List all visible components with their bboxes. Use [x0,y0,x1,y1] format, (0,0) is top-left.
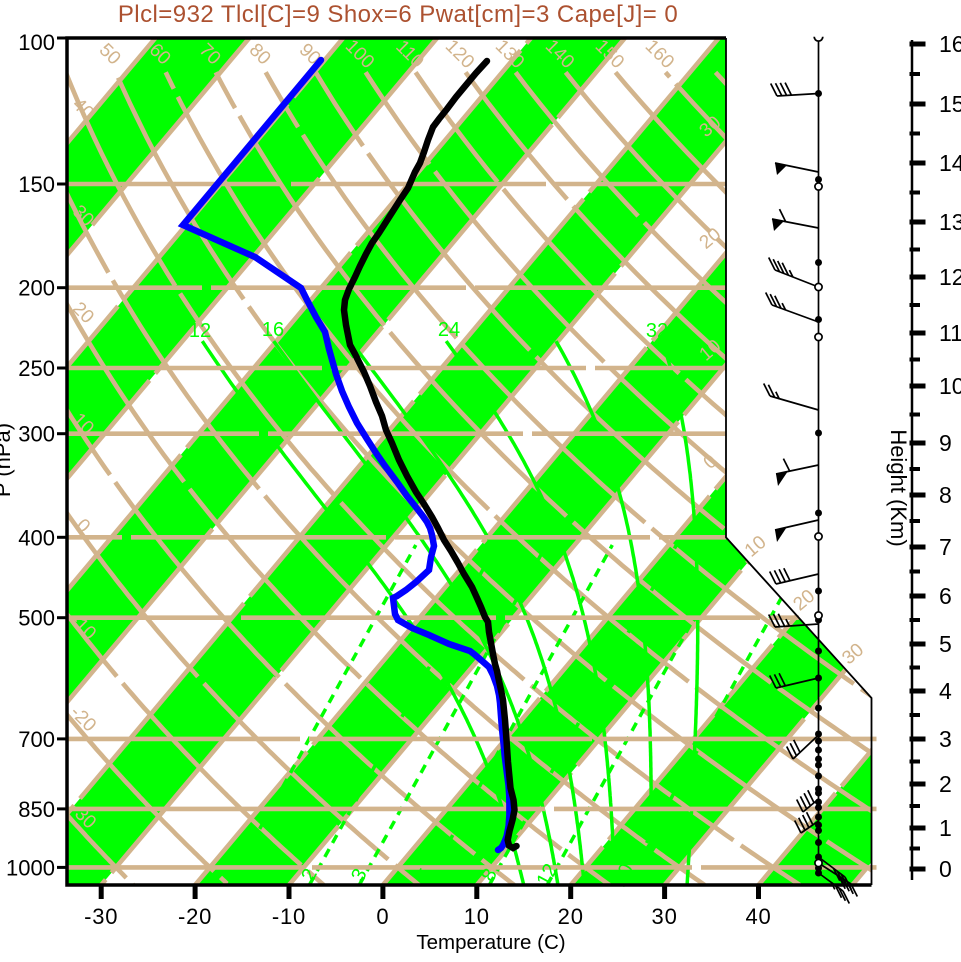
svg-text:30: 30 [652,904,678,929]
svg-text:13: 13 [939,209,961,235]
svg-text:2: 2 [939,771,952,797]
svg-text:Temperature (C): Temperature (C) [416,931,565,954]
svg-text:5: 5 [939,631,952,657]
svg-text:150: 150 [18,172,55,197]
svg-text:6: 6 [939,583,952,609]
svg-text:3: 3 [939,726,952,752]
svg-text:32: 32 [646,320,668,342]
svg-text:0: 0 [376,904,389,929]
svg-text:-30: -30 [84,904,118,929]
svg-text:8: 8 [939,482,952,508]
svg-text:11: 11 [939,320,961,346]
svg-text:24: 24 [438,319,460,341]
svg-text:850: 850 [18,797,55,822]
svg-text:100: 100 [18,30,55,55]
svg-text:Height (Km): Height (Km) [886,429,911,546]
svg-text:12: 12 [189,320,211,342]
svg-text:250: 250 [18,356,55,381]
svg-text:14: 14 [939,150,961,176]
svg-text:7: 7 [939,534,952,560]
svg-text:700: 700 [18,727,55,752]
svg-text:1: 1 [939,815,952,841]
svg-text:-20: -20 [178,904,212,929]
svg-text:P (hPa): P (hPa) [0,423,15,497]
svg-text:40: 40 [745,904,771,929]
svg-text:4: 4 [939,678,952,704]
svg-text:16: 16 [939,31,961,57]
svg-text:300: 300 [18,422,55,447]
svg-text:9: 9 [939,430,952,456]
svg-text:400: 400 [18,525,55,550]
svg-text:16: 16 [262,319,284,341]
svg-text:10: 10 [939,373,961,399]
svg-text:-10: -10 [272,904,306,929]
svg-text:500: 500 [18,606,55,631]
svg-text:12: 12 [939,264,961,290]
svg-text:200: 200 [18,276,55,301]
svg-text:20: 20 [558,904,584,929]
svg-text:0: 0 [939,856,952,882]
svg-text:10: 10 [464,904,490,929]
svg-text:Plcl=932 Tlcl[C]=9 Shox=6 Pwat: Plcl=932 Tlcl[C]=9 Shox=6 Pwat[cm]=3 Cap… [118,1,678,28]
svg-text:15: 15 [939,91,961,117]
svg-text:1000: 1000 [6,855,55,880]
